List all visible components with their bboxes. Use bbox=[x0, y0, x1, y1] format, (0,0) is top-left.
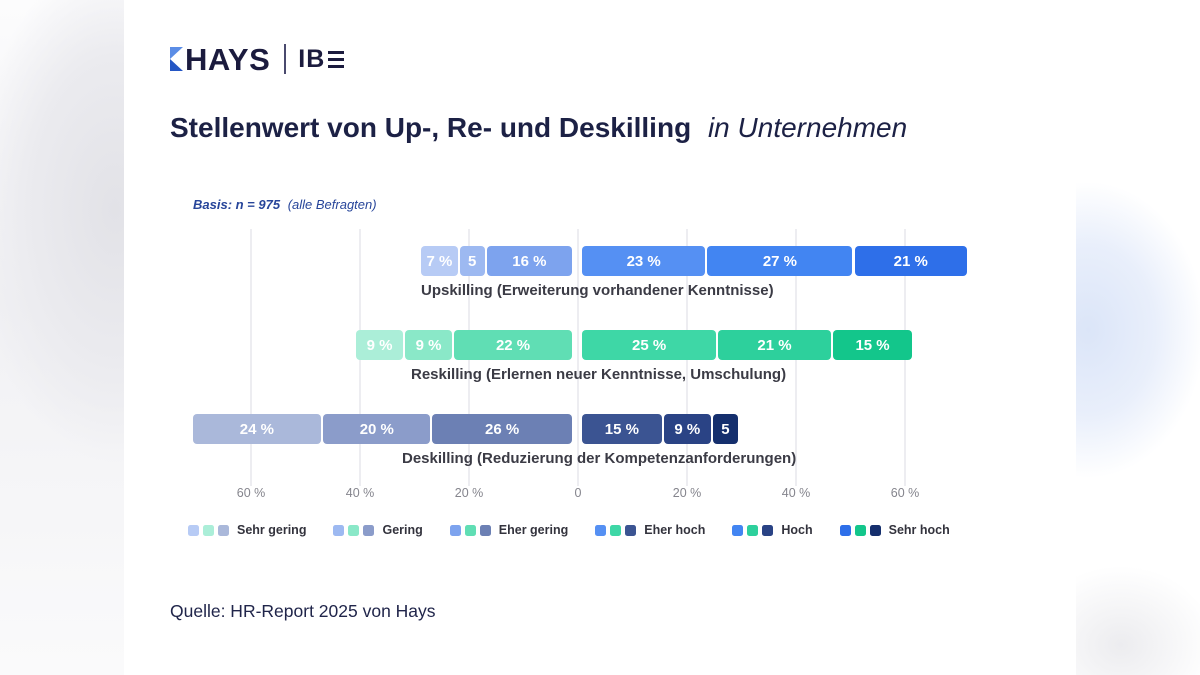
legend-item-sehr-hoch: Sehr hoch bbox=[839, 523, 950, 537]
bar-segment-deskilling-eher-hoch: 15 % bbox=[582, 414, 662, 444]
basis-note: Basis: n = 975 (alle Befragten) bbox=[193, 197, 377, 212]
axis-tick-label: 0 bbox=[574, 486, 582, 500]
legend-label: Gering bbox=[382, 523, 423, 537]
hays-arrow-icon bbox=[170, 46, 184, 73]
axis-tick-label: 20 % bbox=[672, 486, 702, 500]
legend-swatch-icon bbox=[610, 524, 622, 536]
legend-item-sehr-gering: Sehr gering bbox=[188, 523, 306, 537]
legend-swatch-icon bbox=[869, 524, 881, 536]
bar-segment-upskilling-sehr-gering: 7 % bbox=[421, 246, 458, 276]
bar-segment-reskilling-sehr-hoch: 15 % bbox=[832, 330, 913, 360]
page-title-bold: Stellenwert von Up-, Re- und Deskilling bbox=[170, 112, 692, 143]
legend-swatch-icon bbox=[762, 524, 774, 536]
chart-legend: Sehr gering Gering Eher gering Eher hoch Hoc… bbox=[188, 523, 950, 537]
legend-label: Sehr hoch bbox=[888, 523, 950, 537]
bar-segment-reskilling-hoch: 21 % bbox=[718, 330, 831, 360]
bar-segment-upskilling-eher-hoch: 23 % bbox=[582, 246, 706, 276]
bar-segment-reskilling-sehr-gering: 9 % bbox=[356, 330, 404, 360]
axis-tick-label: 60 % bbox=[890, 486, 920, 500]
logo-separator bbox=[284, 44, 287, 74]
bar-segment-deskilling-sehr-hoch: 5 bbox=[712, 414, 739, 444]
legend-item-eher-hoch: Eher hoch bbox=[595, 523, 705, 537]
bar-segment-deskilling-eher-gering: 26 % bbox=[432, 414, 572, 444]
bar-segment-reskilling-eher-gering: 22 % bbox=[454, 330, 572, 360]
bar-row-label-deskilling: Deskilling (Reduzierung der Kompetenzanf… bbox=[402, 450, 797, 467]
legend-swatch-icon bbox=[348, 524, 360, 536]
bar-row-label-reskilling: Reskilling (Erlernen neuer Kenntnisse, U… bbox=[411, 366, 787, 383]
hays-wordmark: HAYS bbox=[185, 41, 271, 77]
axis-tick-label: 40 % bbox=[781, 486, 811, 500]
legend-swatch-icon bbox=[625, 524, 637, 536]
legend-swatch-icon bbox=[479, 524, 491, 536]
legend-swatch-icon bbox=[333, 524, 345, 536]
ibe-wordmark: IB bbox=[298, 45, 345, 73]
legend-swatch-icon bbox=[747, 524, 759, 536]
page-title-italic: in Unternehmen bbox=[707, 112, 908, 143]
legend-item-hoch: Hoch bbox=[732, 523, 813, 537]
bar-segment-deskilling-sehr-gering: 24 % bbox=[192, 414, 322, 444]
bar-segment-deskilling-gering: 20 % bbox=[323, 414, 431, 444]
bar-segment-upskilling-sehr-hoch: 21 % bbox=[854, 246, 967, 276]
legend-swatch-icon bbox=[595, 524, 607, 536]
legend-label: Eher hoch bbox=[644, 523, 706, 537]
axis-tick-label: 60 % bbox=[236, 486, 266, 500]
ibe-xi-icon bbox=[328, 47, 345, 72]
axis-tick-label: 20 % bbox=[454, 486, 484, 500]
background-blur-left bbox=[0, 0, 124, 675]
bar-segment-upskilling-hoch: 27 % bbox=[707, 246, 853, 276]
axis-gridline bbox=[250, 229, 252, 486]
legend-swatch-icon bbox=[363, 524, 375, 536]
bar-segment-reskilling-gering: 9 % bbox=[405, 330, 453, 360]
axis-gridline bbox=[577, 229, 579, 486]
bar-row-label-upskilling: Upskilling (Erweiterung vorhandener Kenn… bbox=[421, 282, 774, 299]
page-title: Stellenwert von Up-, Re- und Deskilling … bbox=[170, 112, 907, 144]
legend-swatch-icon bbox=[188, 524, 199, 536]
legend-swatch-icon bbox=[464, 524, 476, 536]
legend-label: Sehr gering bbox=[237, 523, 307, 537]
source-note: Quelle: HR-Report 2025 von Hays bbox=[170, 601, 436, 621]
legend-swatch-icon bbox=[203, 524, 214, 536]
legend-swatch-icon bbox=[218, 524, 229, 536]
legend-label: Hoch bbox=[781, 523, 813, 537]
slide-panel: HAYS IB Stellenwert von Up-, Re- und Des… bbox=[124, 0, 1076, 675]
background-blur-right bbox=[1076, 0, 1200, 675]
bar-segment-deskilling-hoch: 9 % bbox=[663, 414, 711, 444]
bar-segment-upskilling-eher-gering: 16 % bbox=[486, 246, 572, 276]
axis-tick-label: 40 % bbox=[345, 486, 375, 500]
legend-item-gering: Gering bbox=[333, 523, 423, 537]
chart-area: 60 % 40 % 20 % 0 20 % 40 % 60 % 7 % 5 16 % 23 % 27 … bbox=[124, 0, 1076, 675]
hays-ibe-logo: HAYS IB bbox=[170, 41, 345, 77]
legend-swatch-icon bbox=[839, 524, 851, 536]
legend-label: Eher gering bbox=[498, 523, 569, 537]
legend-item-eher-gering: Eher gering bbox=[449, 523, 569, 537]
bar-segment-upskilling-gering: 5 bbox=[459, 246, 485, 276]
legend-swatch-icon bbox=[732, 524, 744, 536]
legend-swatch-icon bbox=[449, 524, 461, 536]
legend-swatch-icon bbox=[854, 524, 866, 536]
bar-segment-reskilling-eher-hoch: 25 % bbox=[582, 330, 717, 360]
